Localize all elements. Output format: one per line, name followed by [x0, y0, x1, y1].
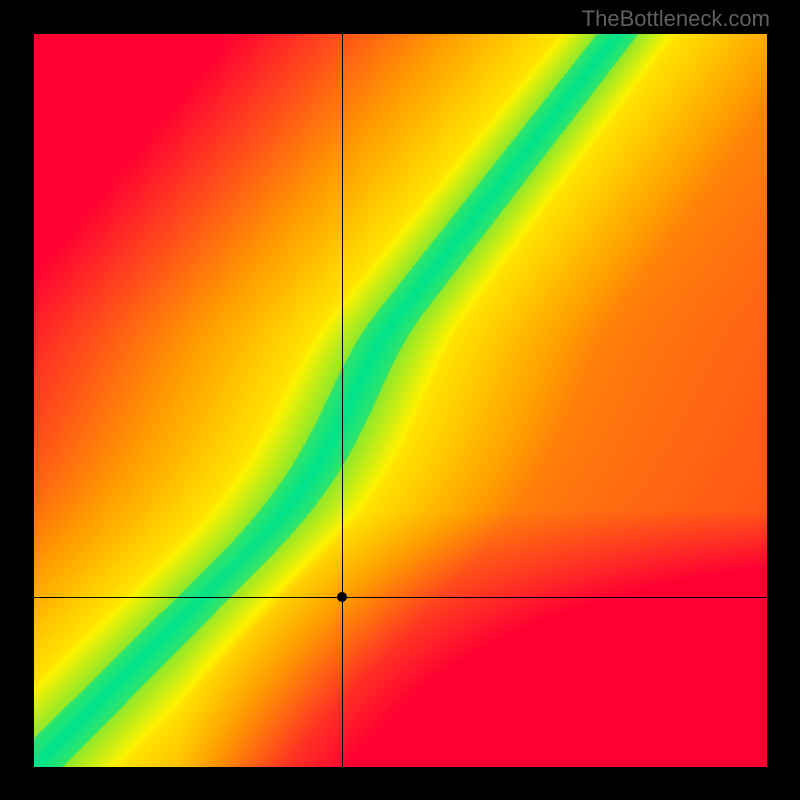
- heatmap-plot: [34, 34, 767, 767]
- crosshair-horizontal: [34, 597, 767, 598]
- crosshair-marker: [337, 592, 347, 602]
- crosshair-vertical: [342, 34, 343, 767]
- watermark-text: TheBottleneck.com: [582, 6, 770, 32]
- heatmap-canvas: [34, 34, 767, 767]
